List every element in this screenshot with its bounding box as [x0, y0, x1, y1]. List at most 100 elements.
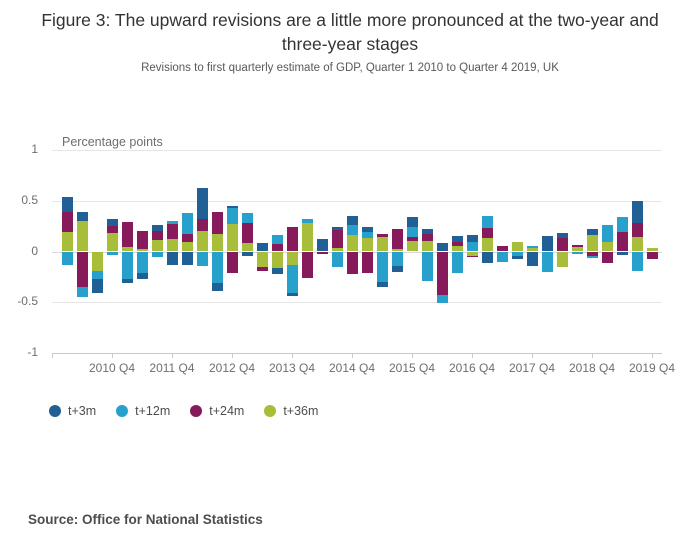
bar-segment-t+3m[interactable]: [526, 251, 538, 266]
bar-segment-t+36m[interactable]: [646, 248, 658, 252]
bar-segment-t+12m[interactable]: [631, 251, 643, 271]
bar-segment-t+12m[interactable]: [421, 251, 433, 281]
bar-segment-t+24m[interactable]: [256, 266, 268, 271]
bar-segment-t+36m[interactable]: [286, 251, 298, 265]
bar-segment-t+3m[interactable]: [181, 251, 193, 265]
bar-segment-t+3m[interactable]: [481, 251, 493, 263]
bar-segment-t+3m[interactable]: [136, 272, 148, 279]
bar-segment-t+36m[interactable]: [91, 251, 103, 271]
bar-segment-t+36m[interactable]: [586, 235, 598, 252]
bar-segment-t+12m[interactable]: [76, 287, 88, 298]
bar-segment-t+36m[interactable]: [301, 223, 313, 252]
bar-segment-t+3m[interactable]: [466, 235, 478, 243]
bar-segment-t+24m[interactable]: [361, 251, 373, 273]
bar-segment-t+3m[interactable]: [211, 282, 223, 292]
bar-segment-t+3m[interactable]: [541, 236, 553, 252]
bar-segment-t+3m[interactable]: [631, 200, 643, 224]
bar-segment-t+12m[interactable]: [466, 242, 478, 252]
bar-segment-t+3m[interactable]: [226, 205, 238, 208]
bar-segment-t+12m[interactable]: [481, 215, 493, 229]
bar-segment-t+24m[interactable]: [196, 219, 208, 232]
bar-segment-t+24m[interactable]: [376, 234, 388, 238]
bar-segment-t+24m[interactable]: [301, 251, 313, 278]
bar-segment-t+36m[interactable]: [211, 234, 223, 252]
bar-segment-t+36m[interactable]: [481, 238, 493, 252]
bar-segment-t+24m[interactable]: [76, 251, 88, 288]
bar-segment-t+36m[interactable]: [391, 249, 403, 252]
bar-segment-t+12m[interactable]: [166, 221, 178, 225]
bar-segment-t+24m[interactable]: [451, 242, 463, 247]
bar-segment-t+12m[interactable]: [136, 251, 148, 273]
bar-segment-t+12m[interactable]: [61, 251, 73, 265]
bar-segment-t+24m[interactable]: [316, 251, 328, 254]
bar-segment-t+3m[interactable]: [361, 227, 373, 233]
bar-segment-t+12m[interactable]: [286, 264, 298, 294]
bar-segment-t+36m[interactable]: [331, 248, 343, 252]
bar-segment-t+36m[interactable]: [136, 249, 148, 252]
bar-segment-t+12m[interactable]: [616, 216, 628, 233]
bar-segment-t+36m[interactable]: [466, 251, 478, 256]
bar-segment-t+36m[interactable]: [76, 221, 88, 252]
bar-segment-t+3m[interactable]: [556, 233, 568, 239]
bar-segment-t+24m[interactable]: [61, 211, 73, 233]
bar-segment-t+36m[interactable]: [181, 242, 193, 252]
bar-segment-t+12m[interactable]: [496, 251, 508, 262]
bar-segment-t+3m[interactable]: [616, 251, 628, 255]
bar-segment-t+12m[interactable]: [211, 251, 223, 283]
bar-segment-t+12m[interactable]: [331, 251, 343, 267]
bar-segment-t+24m[interactable]: [391, 229, 403, 250]
bar-segment-t+24m[interactable]: [421, 234, 433, 242]
bar-segment-t+12m[interactable]: [436, 295, 448, 304]
bar-segment-t+12m[interactable]: [451, 251, 463, 273]
bar-segment-t+24m[interactable]: [241, 223, 253, 244]
bar-segment-t+24m[interactable]: [586, 251, 598, 256]
bar-segment-t+12m[interactable]: [601, 225, 613, 243]
bar-segment-t+36m[interactable]: [556, 251, 568, 267]
bar-segment-t+24m[interactable]: [121, 222, 133, 248]
bar-segment-t+12m[interactable]: [271, 235, 283, 245]
bar-segment-t+24m[interactable]: [496, 246, 508, 252]
bar-segment-t+36m[interactable]: [271, 251, 283, 268]
bar-segment-t+36m[interactable]: [226, 224, 238, 252]
bar-segment-t+12m[interactable]: [241, 212, 253, 224]
bar-segment-t+12m[interactable]: [196, 251, 208, 266]
bar-segment-t+3m[interactable]: [76, 211, 88, 222]
bar-segment-t+3m[interactable]: [256, 243, 268, 252]
bar-segment-t+36m[interactable]: [451, 246, 463, 252]
bar-segment-t+36m[interactable]: [406, 241, 418, 252]
bar-segment-t+24m[interactable]: [406, 237, 418, 242]
bar-segment-t+3m[interactable]: [271, 267, 283, 274]
bar-segment-t+36m[interactable]: [151, 240, 163, 252]
bar-segment-t+36m[interactable]: [631, 237, 643, 252]
bar-segment-t+24m[interactable]: [571, 245, 583, 248]
bar-segment-t+36m[interactable]: [196, 231, 208, 252]
bar-segment-t+24m[interactable]: [181, 234, 193, 243]
bar-segment-t+3m[interactable]: [121, 278, 133, 283]
legend-item-t+24m[interactable]: t+24m: [190, 404, 244, 418]
bar-segment-t+3m[interactable]: [166, 251, 178, 265]
bar-segment-t+12m[interactable]: [541, 251, 553, 272]
bar-segment-t+3m[interactable]: [346, 215, 358, 226]
bar-segment-t+24m[interactable]: [466, 255, 478, 257]
bar-segment-t+36m[interactable]: [106, 233, 118, 252]
bar-segment-t+12m[interactable]: [346, 225, 358, 236]
bar-segment-t+12m[interactable]: [301, 219, 313, 224]
legend-item-t+36m[interactable]: t+36m: [264, 404, 318, 418]
bar-segment-t+3m[interactable]: [151, 225, 163, 232]
bar-segment-t+24m[interactable]: [481, 228, 493, 239]
bar-segment-t+36m[interactable]: [361, 238, 373, 252]
bar-segment-t+3m[interactable]: [106, 219, 118, 227]
bar-segment-t+24m[interactable]: [331, 230, 343, 249]
bar-segment-t+24m[interactable]: [601, 251, 613, 263]
bar-segment-t+24m[interactable]: [271, 244, 283, 252]
bar-segment-t+3m[interactable]: [421, 229, 433, 235]
legend-item-t+3m[interactable]: t+3m: [49, 404, 96, 418]
bar-segment-t+36m[interactable]: [346, 235, 358, 252]
bar-segment-t+12m[interactable]: [181, 212, 193, 235]
bar-segment-t+12m[interactable]: [391, 251, 403, 266]
bar-segment-t+36m[interactable]: [421, 241, 433, 252]
bar-segment-t+24m[interactable]: [436, 251, 448, 296]
bar-segment-t+3m[interactable]: [241, 251, 253, 256]
bar-segment-t+12m[interactable]: [361, 232, 373, 239]
bar-segment-t+12m[interactable]: [526, 246, 538, 249]
